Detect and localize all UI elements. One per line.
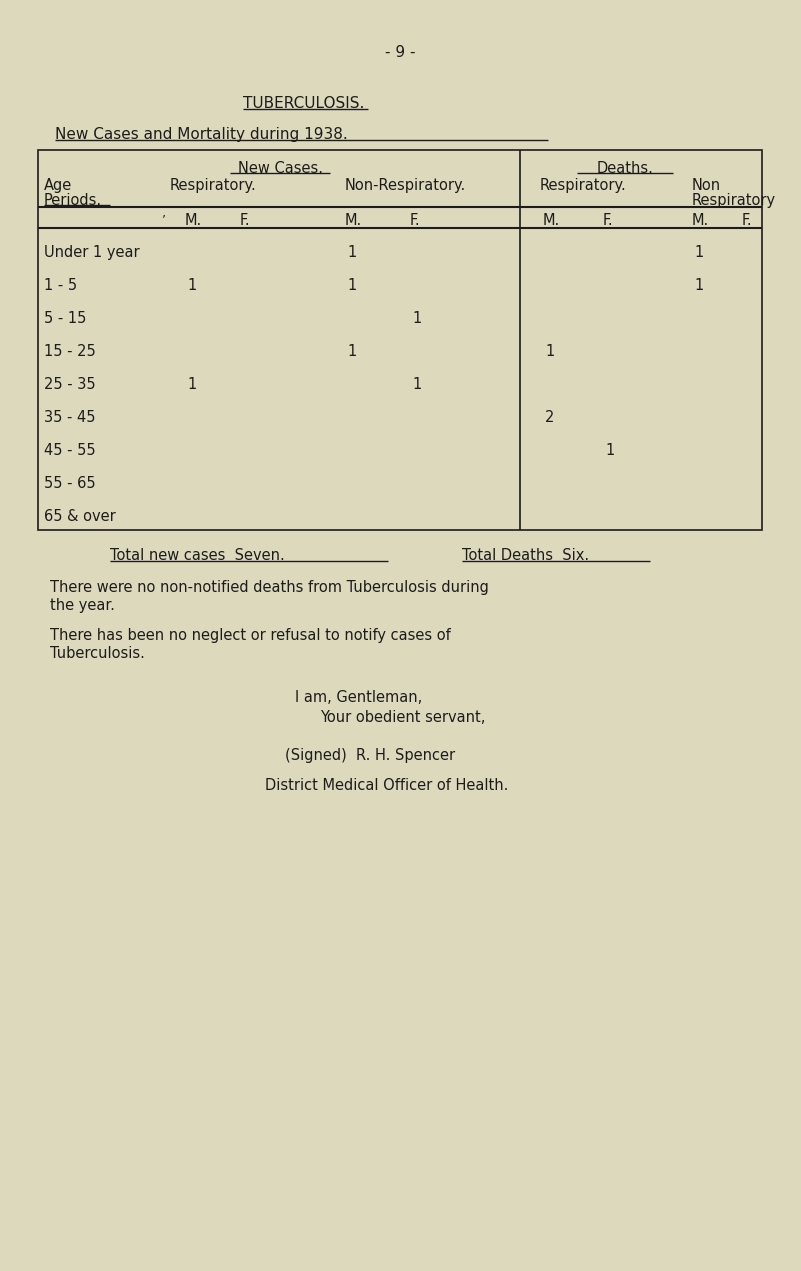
Text: Under 1 year: Under 1 year: [44, 245, 139, 261]
Text: District Medical Officer of Health.: District Medical Officer of Health.: [265, 778, 509, 793]
Text: F.: F.: [603, 214, 614, 228]
Text: There were no non-notified deaths from Tuberculosis during: There were no non-notified deaths from T…: [50, 580, 489, 595]
Text: Non-Respiratory.: Non-Respiratory.: [345, 178, 466, 193]
Text: Total new cases  Seven.: Total new cases Seven.: [110, 548, 284, 563]
Text: Age: Age: [44, 178, 72, 193]
Text: M.: M.: [543, 214, 560, 228]
Text: 1: 1: [413, 311, 421, 325]
Text: Total Deaths  Six.: Total Deaths Six.: [462, 548, 589, 563]
Text: M.: M.: [185, 214, 202, 228]
Text: Non: Non: [692, 178, 721, 193]
Text: There has been no neglect or refusal to notify cases of: There has been no neglect or refusal to …: [50, 628, 451, 643]
Text: M.: M.: [692, 214, 709, 228]
Text: Your obedient servant,: Your obedient servant,: [320, 710, 485, 724]
Text: - 9 -: - 9 -: [384, 44, 415, 60]
Text: 65 & over: 65 & over: [44, 508, 116, 524]
Text: 1: 1: [545, 344, 554, 358]
Text: F.: F.: [410, 214, 421, 228]
Text: 1: 1: [348, 278, 356, 294]
Text: (Signed)  R. H. Spencer: (Signed) R. H. Spencer: [285, 749, 455, 763]
Text: 25 - 35: 25 - 35: [44, 377, 95, 391]
Text: M.: M.: [345, 214, 362, 228]
Text: New Cases and Mortality during 1938.: New Cases and Mortality during 1938.: [55, 127, 348, 142]
Text: TUBERCULOSIS.: TUBERCULOSIS.: [243, 97, 364, 111]
Text: F.: F.: [240, 214, 251, 228]
Text: 1: 1: [606, 444, 614, 458]
Text: Respiratory.: Respiratory.: [170, 178, 257, 193]
Text: 45 - 55: 45 - 55: [44, 444, 95, 458]
Text: Deaths.: Deaths.: [597, 161, 654, 175]
Text: 1: 1: [694, 245, 703, 261]
Text: F.: F.: [742, 214, 753, 228]
Text: Tuberculosis.: Tuberculosis.: [50, 646, 145, 661]
Text: 5 - 15: 5 - 15: [44, 311, 87, 325]
Text: I am, Gentleman,: I am, Gentleman,: [295, 690, 422, 705]
Text: 1: 1: [348, 344, 356, 358]
Text: ’: ’: [162, 214, 166, 226]
Bar: [38, 150, 762, 530]
Text: 1: 1: [348, 245, 356, 261]
Text: 35 - 45: 35 - 45: [44, 411, 95, 425]
Text: 1: 1: [413, 377, 421, 391]
Text: 1: 1: [187, 278, 196, 294]
Text: 1: 1: [694, 278, 703, 294]
Text: the year.: the year.: [50, 597, 115, 613]
Text: New Cases.: New Cases.: [238, 161, 323, 175]
Text: Respiratory: Respiratory: [692, 193, 776, 208]
Text: 1 - 5: 1 - 5: [44, 278, 77, 294]
Text: 2: 2: [545, 411, 554, 425]
Text: Respiratory.: Respiratory.: [540, 178, 626, 193]
Text: 15 - 25: 15 - 25: [44, 344, 96, 358]
Text: Periods.: Periods.: [44, 193, 102, 208]
Text: 55 - 65: 55 - 65: [44, 477, 95, 491]
Text: 1: 1: [187, 377, 196, 391]
